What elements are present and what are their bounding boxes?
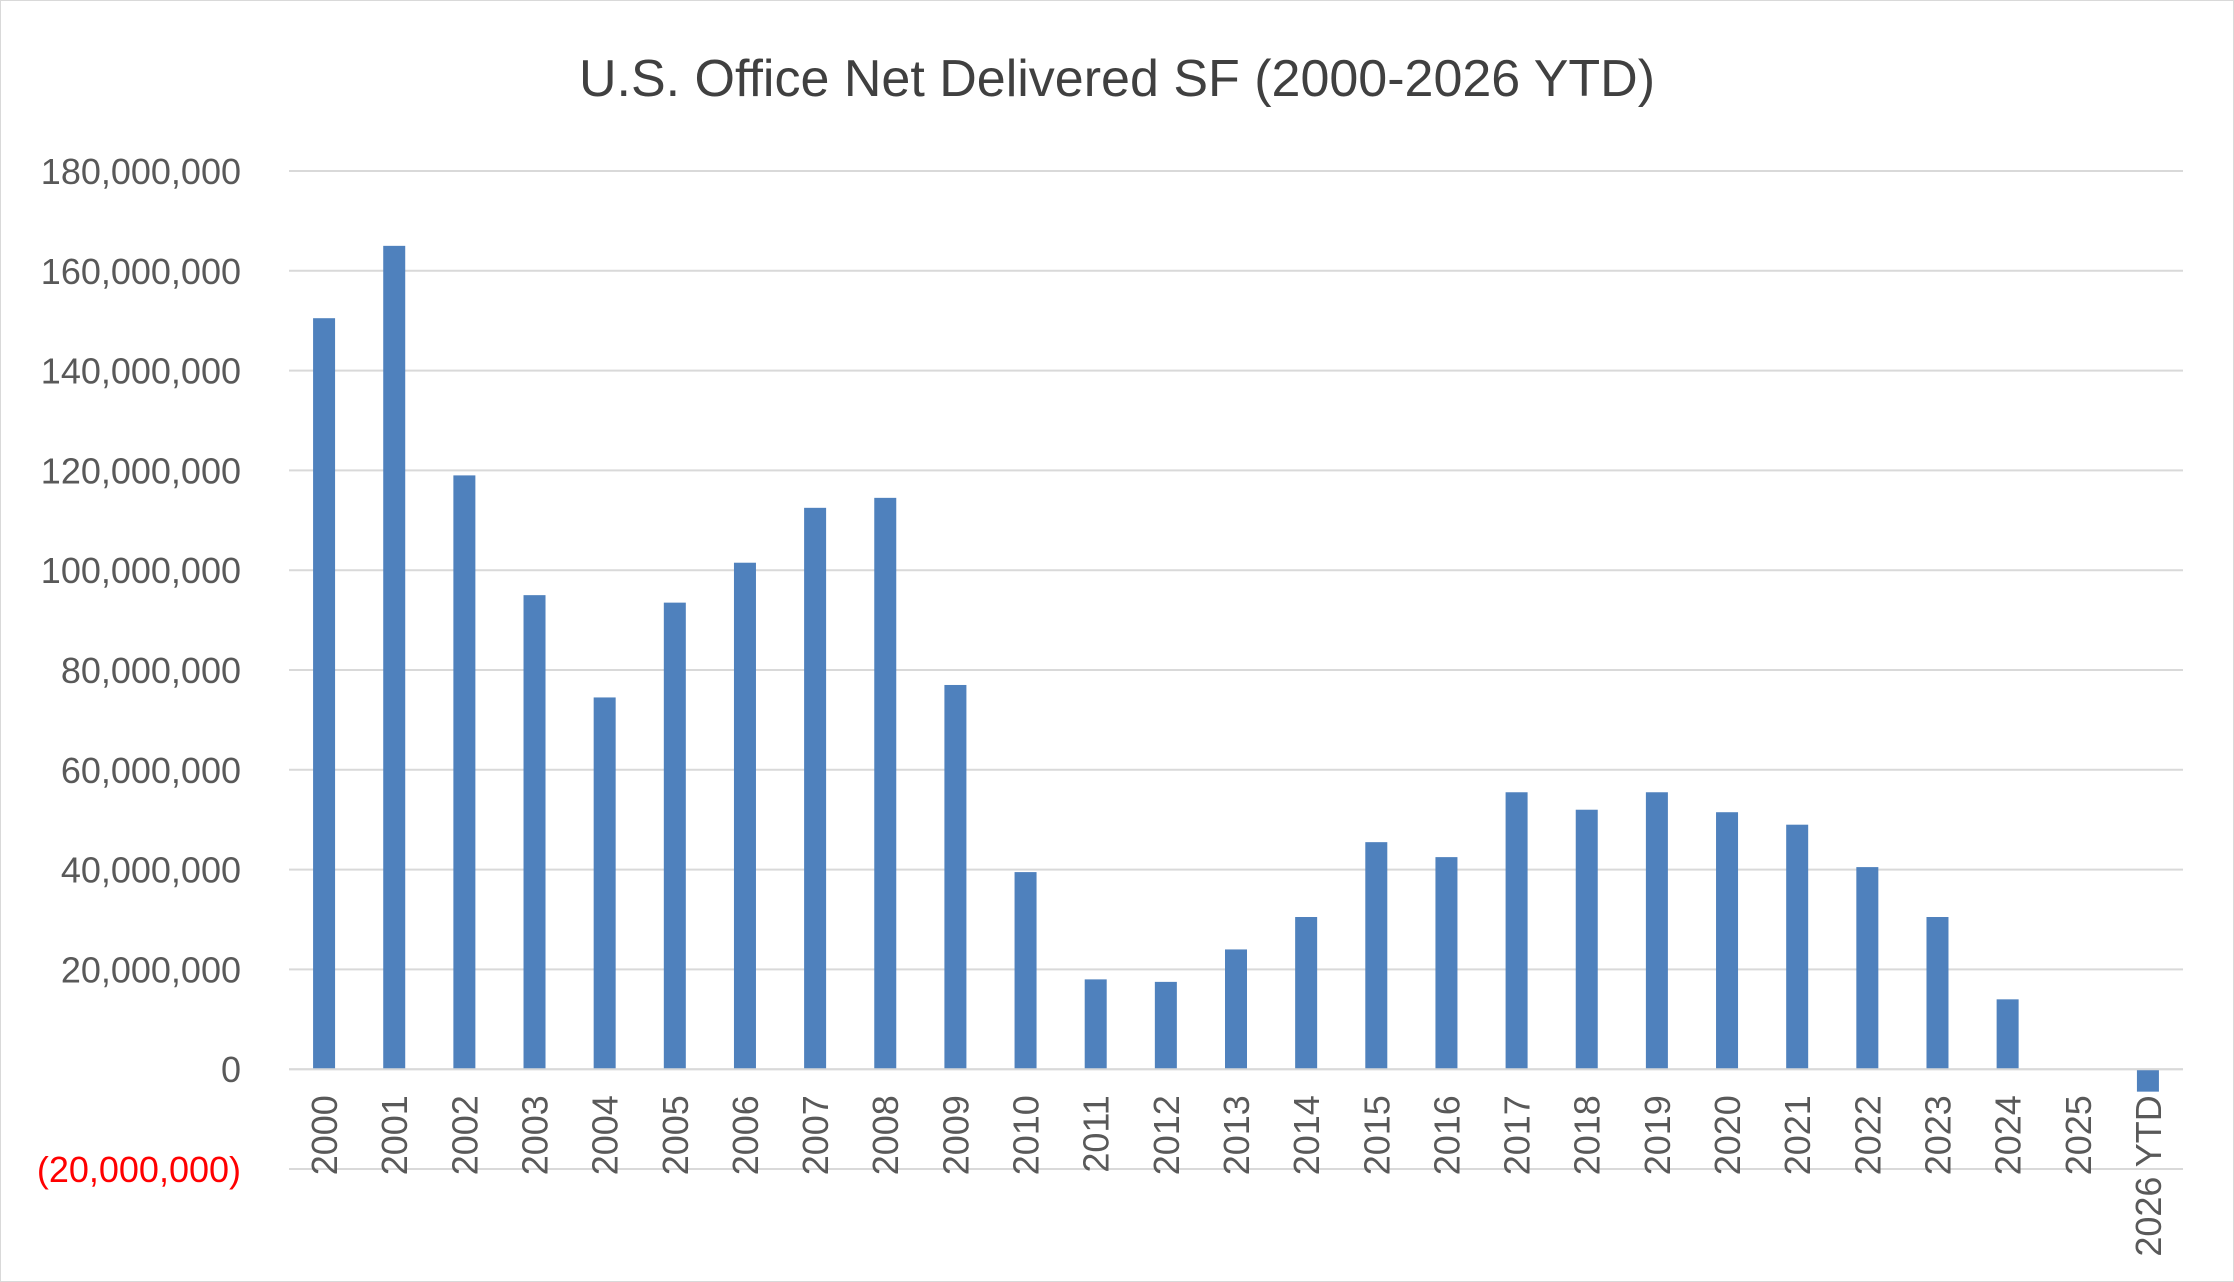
bar-2024 [1996,999,2019,1070]
x-tick-label: 2017 [1497,1095,1538,1175]
y-tick-label: 160,000,000 [41,251,241,292]
bar-2017 [1505,792,1528,1070]
bar-2006 [733,562,756,1070]
x-axis-tick-labels: 2000 2001 2002 2003 2004 2005 2006 2007 2008 2009… [304,1095,2169,1256]
bar-2000 [313,318,336,1070]
y-tick-label: 0 [221,1049,241,1090]
bar-2009 [944,684,967,1070]
x-tick-label: 2021 [1777,1095,1818,1175]
x-tick-label: 2008 [865,1095,906,1175]
bar-2023 [1926,917,1949,1070]
bar-2004 [593,697,616,1070]
y-tick-label: (20,000,000) [37,1149,241,1190]
bar-2011 [1084,979,1107,1070]
x-tick-label: 2024 [1988,1095,2029,1175]
bar-2002 [453,475,476,1070]
bar-2003 [523,595,546,1070]
bars [313,245,2159,1092]
x-tick-label: 2007 [795,1095,836,1175]
y-tick-label: 180,000,000 [41,151,241,192]
bar-2020 [1716,812,1739,1070]
x-tick-label: 2014 [1286,1095,1327,1175]
x-tick-label: 2000 [304,1095,345,1175]
y-tick-label: 20,000,000 [61,949,241,990]
bar-2007 [804,507,827,1070]
y-tick-label: 80,000,000 [61,650,241,691]
x-tick-label: 2005 [655,1095,696,1175]
bar-2001 [383,245,406,1070]
bar-2012 [1154,981,1177,1070]
x-tick-label: 2002 [444,1095,485,1175]
x-tick-label: 2012 [1146,1095,1187,1175]
x-tick-label: 2009 [935,1095,976,1175]
bar-2026-ytd [2136,1069,2159,1092]
bar-2022 [1856,867,1879,1070]
x-tick-label: 2011 [1076,1095,1117,1172]
y-axis-tick-labels: (20,000,000) 0 20,000,000 40,000,000 60,000,… [37,151,241,1190]
x-tick-label: 2019 [1637,1095,1678,1175]
x-tick-label: 2015 [1356,1095,1397,1175]
x-tick-label: 2026 YTD [2128,1095,2169,1256]
y-tick-label: 60,000,000 [61,750,241,791]
y-tick-label: 140,000,000 [41,351,241,392]
bar-2019 [1645,792,1668,1070]
bar-2014 [1295,917,1318,1070]
x-tick-label: 2006 [725,1095,766,1175]
x-tick-label: 2018 [1567,1095,1608,1175]
x-tick-label: 2023 [1917,1095,1958,1175]
x-tick-label: 2020 [1707,1095,1748,1175]
bar-2008 [874,497,897,1070]
bar-2010 [1014,872,1037,1070]
x-tick-label: 2001 [374,1095,415,1175]
bar-2005 [663,602,686,1070]
y-tick-label: 40,000,000 [61,850,241,891]
y-tick-label: 120,000,000 [41,450,241,491]
y-tick-label: 100,000,000 [41,550,241,591]
x-tick-label: 2025 [2058,1095,2099,1175]
bar-2016 [1435,857,1458,1070]
x-tick-label: 2022 [1847,1095,1888,1175]
bar-2015 [1365,842,1388,1070]
x-tick-label: 2004 [585,1095,626,1175]
chart-title: U.S. Office Net Delivered SF (2000-2026 … [579,50,1655,108]
x-tick-label: 2010 [1006,1095,1047,1175]
bar-2013 [1225,949,1247,1070]
bar-2021 [1786,824,1809,1070]
x-tick-label: 2016 [1426,1095,1467,1175]
x-tick-label: 2013 [1216,1095,1257,1175]
bar-2018 [1575,809,1598,1070]
x-tick-label: 2003 [515,1095,556,1175]
